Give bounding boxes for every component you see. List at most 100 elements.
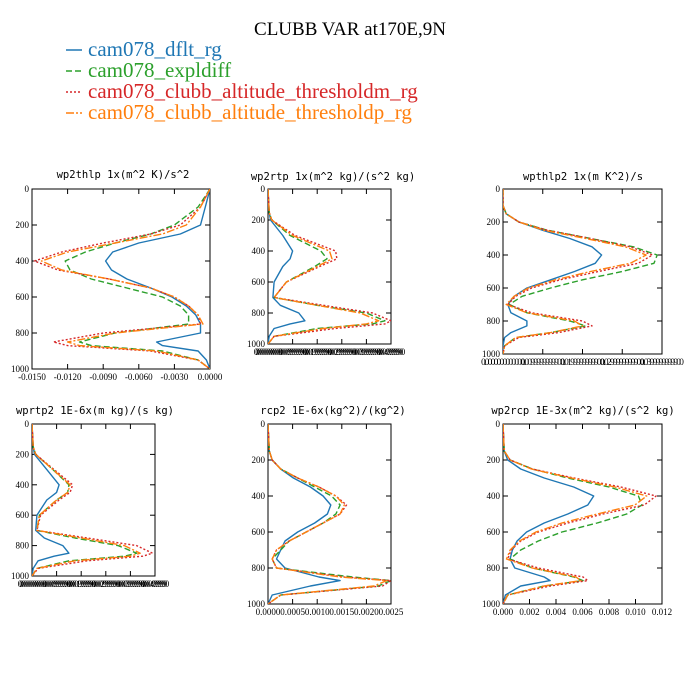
series-line-cam078_clubb_altitude_thresholdm_rg: [268, 189, 391, 344]
series-line-cam078_clubb_altitude_thresholdp_rg: [268, 189, 380, 344]
series-line-cam078_expldiff: [268, 424, 391, 604]
x-tick-label: 0.0000499999990: [141, 579, 170, 589]
chart-panel: wp2thlp 1x(m^2 K)/s^202004006008001000-0…: [11, 169, 223, 382]
x-tick-label: 0.004: [546, 607, 567, 617]
panel-title: rcp2 1E-6x(kg^2)/(kg^2): [260, 405, 405, 417]
y-tick-label: 600: [487, 527, 501, 537]
x-tick-label: 0.0020: [354, 607, 379, 617]
legend-label: cam078_dflt_rg: [88, 37, 222, 61]
y-tick-label: 800: [252, 563, 266, 573]
series-line-cam078_expldiff: [64, 189, 210, 369]
y-tick-label: 400: [16, 480, 30, 490]
figure-title: CLUBB VAR at170E,9N: [254, 19, 446, 40]
x-tick-label: 0.008: [599, 607, 620, 617]
y-tick-label: 600: [16, 292, 30, 302]
y-tick-label: 800: [487, 563, 501, 573]
x-tick-label: 0.0000000000000: [254, 347, 283, 357]
x-tick-label: 0.0299999999900: [600, 357, 644, 367]
x-tick-label: 0.0000299999990: [92, 579, 121, 589]
panel-title: wpthlp2 1x(m K^2)/s: [523, 171, 643, 183]
x-tick-label: 0.0015: [329, 607, 354, 617]
x-tick-label: 0.0005: [280, 607, 305, 617]
series-line-cam078_clubb_altitude_thresholdp_rg: [268, 424, 388, 604]
series-line-cam078_dflt_rg: [503, 189, 603, 354]
series-line-cam078_clubb_altitude_thresholdp_rg: [503, 189, 647, 354]
x-tick-label: -0.0030: [161, 372, 189, 382]
y-tick-label: 600: [252, 527, 266, 537]
y-tick-label: 0: [261, 419, 266, 429]
x-tick-label: 0.0199999999900: [561, 357, 605, 367]
panels: wp2thlp 1x(m^2 K)/s^202004006008001000-0…: [11, 169, 684, 617]
y-tick-label: 1000: [11, 364, 30, 374]
chart-panel: wpthlp2 1x(m K^2)/s020040060080010000.00…: [481, 171, 684, 367]
series-line-cam078_expldiff: [268, 189, 386, 344]
x-tick-label: -0.0090: [89, 372, 117, 382]
x-tick-label: 0.0000199999990: [67, 579, 96, 589]
legend-label: cam078_expldiff: [88, 58, 231, 82]
plot-frame: [502, 188, 663, 355]
x-tick-label: 0.0002999999990: [328, 347, 357, 357]
x-tick-label: 0.0025: [379, 607, 404, 617]
x-tick-label: 0.006: [572, 607, 593, 617]
y-tick-label: 600: [487, 283, 501, 293]
x-tick-label: 0.0000: [198, 372, 223, 382]
x-tick-label: 0.000: [493, 607, 514, 617]
y-tick-label: 200: [487, 455, 501, 465]
y-tick-label: 800: [16, 541, 30, 551]
x-tick-label: 0.0003999999990: [352, 347, 381, 357]
y-tick-label: 400: [487, 491, 501, 501]
series-line-cam078_clubb_altitude_thresholdm_rg: [503, 424, 657, 604]
series-line-cam078_clubb_altitude_thresholdp_rg: [40, 189, 210, 369]
x-tick-label: -0.0120: [54, 372, 82, 382]
y-tick-label: 600: [16, 510, 30, 520]
series-line-cam078_dflt_rg: [104, 189, 210, 369]
x-tick-label: 0.0399999999900: [640, 357, 684, 367]
y-tick-label: 800: [16, 328, 30, 338]
y-tick-label: 0: [496, 419, 501, 429]
series-line-cam078_dflt_rg: [268, 424, 341, 604]
series-line-cam078_dflt_rg: [32, 424, 70, 576]
series-line-cam078_clubb_altitude_thresholdm_rg: [33, 189, 210, 369]
x-tick-label: 0.0000399999990: [116, 579, 145, 589]
x-tick-label: 0.012: [652, 607, 672, 617]
x-tick-label: 0.0001999999990: [303, 347, 332, 357]
y-tick-label: 200: [16, 220, 30, 230]
x-tick-label: -0.0150: [18, 372, 46, 382]
series-line-cam078_clubb_altitude_thresholdm_rg: [268, 424, 391, 604]
y-tick-label: 800: [487, 316, 501, 326]
series-line-cam078_clubb_altitude_thresholdm_rg: [503, 189, 654, 354]
x-tick-label: 0.0010: [305, 607, 330, 617]
y-tick-label: 400: [487, 250, 501, 260]
y-tick-label: 0: [25, 419, 30, 429]
legend-label: cam078_clubb_altitude_thresholdp_rg: [88, 100, 412, 124]
y-tick-label: 200: [252, 455, 266, 465]
series-line-cam078_dflt_rg: [503, 424, 595, 604]
y-tick-label: 600: [252, 277, 266, 287]
series-line-cam078_clubb_altitude_thresholdp_rg: [32, 424, 141, 576]
legend-item: cam078_dflt_rg: [66, 37, 222, 61]
x-tick-label: 0.002: [519, 607, 539, 617]
plot-frame: [267, 188, 392, 345]
y-tick-label: 200: [487, 217, 501, 227]
y-tick-label: 1000: [482, 599, 501, 609]
chart-panel: rcp2 1E-6x(kg^2)/(kg^2) 0 200 400 600 800 1000…: [247, 405, 406, 617]
y-tick-label: 400: [252, 246, 266, 256]
y-tick-label: 200: [252, 215, 266, 225]
chart-panel: wprtp2 1E-6x(m kg)/(s kg) 0 200 400 600 800 10…: [11, 405, 174, 589]
x-tick-label: 0.0004999999900: [377, 347, 406, 357]
chart-panel: wp2rcp 1E-3x(m^2 kg)/(s^2 kg) 0 200 400 600 8…: [482, 405, 675, 617]
plot-frame: [267, 423, 392, 605]
y-tick-label: 0: [25, 184, 30, 194]
panel-title: wp2rcp 1E-3x(m^2 kg)/(s^2 kg): [491, 405, 674, 417]
y-tick-label: 400: [16, 256, 30, 266]
x-tick-label: 0.0000000000000: [481, 357, 525, 367]
series-line-cam078_clubb_altitude_thresholdm_rg: [32, 424, 154, 576]
plot-frame: [31, 423, 156, 577]
series-line-cam078_clubb_altitude_thresholdp_rg: [503, 424, 648, 604]
panel-title: wp2rtp 1x(m^2 kg)/(s^2 kg): [251, 171, 415, 183]
x-tick-label: 0.010: [625, 607, 646, 617]
chart-panel: wp2rtp 1x(m^2 kg)/(s^2 kg)0 200 400 600 800 1…: [247, 171, 415, 357]
series-line-cam078_expldiff: [503, 424, 643, 604]
